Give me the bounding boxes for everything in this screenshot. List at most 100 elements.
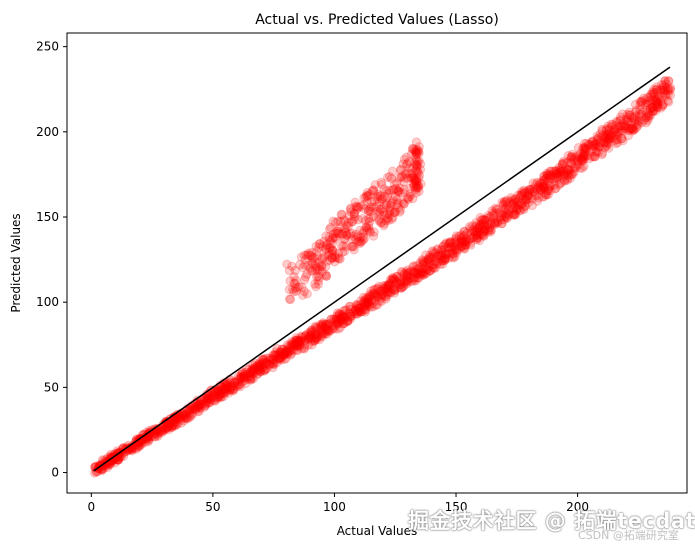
scatter-point	[275, 347, 285, 357]
scatter-point	[207, 392, 218, 403]
scatter-point	[256, 362, 267, 372]
scatter-point	[241, 378, 251, 389]
scatter-point	[390, 285, 400, 295]
scatter-point	[359, 298, 369, 308]
scatter-point	[234, 380, 244, 390]
scatter-point	[317, 319, 328, 329]
scatter-point	[285, 276, 295, 286]
scatter-point	[307, 325, 317, 335]
scatter-point	[143, 435, 154, 445]
scatter-point	[238, 371, 249, 381]
scatter-point	[306, 332, 316, 342]
scatter-point	[579, 142, 590, 152]
scatter-point	[306, 325, 317, 336]
scatter-point	[317, 332, 327, 342]
scatter-point	[214, 390, 225, 400]
scatter-point	[346, 311, 356, 321]
scatter-point	[402, 276, 412, 286]
reference-line	[93, 66, 671, 472]
scatter-point	[282, 347, 292, 357]
scatter-point	[194, 406, 205, 416]
scatter-point	[242, 369, 252, 379]
scatter-point	[269, 350, 279, 360]
scatter-point	[264, 360, 275, 370]
scatter-point	[288, 339, 299, 349]
scatter-point	[255, 367, 266, 377]
scatter-point	[385, 274, 396, 285]
scatter-point	[189, 404, 199, 414]
scatter-point	[334, 310, 344, 321]
scatter-point	[368, 289, 379, 299]
scatter-point	[359, 301, 370, 312]
scatter-point	[255, 366, 266, 376]
y-tick-label: 0	[51, 466, 59, 480]
scatter-point	[294, 336, 304, 347]
scatter-point	[291, 335, 301, 345]
scatter-point	[352, 309, 362, 319]
scatter-point	[214, 391, 225, 401]
scatter-point	[344, 308, 355, 318]
scatter-point	[290, 338, 301, 348]
scatter-point	[383, 289, 393, 300]
scatter-point	[345, 311, 356, 322]
scatter-point	[363, 294, 373, 304]
scatter-point	[200, 400, 211, 410]
scatter-point	[293, 340, 303, 350]
scatter-point	[321, 319, 331, 329]
scatter-point	[358, 292, 369, 302]
scatter-point	[367, 299, 377, 309]
scatter-point	[359, 304, 369, 314]
scatter-point	[281, 353, 291, 364]
scatter-point	[354, 300, 364, 311]
scatter-point	[169, 418, 180, 428]
scatter-point	[245, 367, 256, 377]
scatter-point	[165, 422, 175, 432]
scatter-point	[381, 294, 391, 304]
scatter-point	[275, 352, 285, 363]
scatter-point	[363, 298, 373, 308]
scatter-point	[402, 270, 412, 281]
scatter-point	[172, 419, 183, 429]
scatter-point	[172, 420, 182, 430]
scatter-point	[185, 410, 195, 420]
scatter-point	[375, 286, 385, 296]
scatter-point	[305, 329, 315, 339]
scatter-point	[354, 307, 364, 317]
scatter-point	[303, 334, 313, 344]
scatter-point	[254, 361, 264, 371]
scatter-point	[328, 314, 338, 325]
scatter-point	[291, 333, 302, 343]
scatter-point	[221, 380, 232, 390]
scatter-point	[329, 317, 339, 327]
scatter-point	[315, 320, 325, 330]
scatter-point	[306, 329, 316, 339]
scatter-point	[360, 305, 370, 315]
scatter-point	[195, 399, 206, 410]
scatter-point	[653, 98, 663, 109]
scatter-point	[261, 357, 272, 368]
scatter-point	[220, 379, 231, 389]
scatter-point	[396, 279, 406, 289]
scatter-point	[373, 292, 383, 302]
scatter-point	[360, 305, 371, 315]
scatter-point	[373, 291, 383, 301]
scatter-point	[396, 283, 406, 293]
scatter-point	[209, 386, 220, 397]
scatter-point	[401, 272, 411, 282]
scatter-point	[395, 275, 405, 286]
scatter-point	[354, 304, 364, 314]
scatter-point	[140, 437, 151, 447]
scatter-point	[383, 281, 394, 291]
scatter-point	[226, 383, 236, 393]
scatter-point	[109, 449, 120, 460]
scatter-point	[252, 361, 262, 371]
scatter-point	[193, 400, 203, 411]
scatter-point	[392, 277, 402, 288]
scatter-point	[319, 328, 329, 339]
scatter-point	[396, 266, 407, 277]
scatter-point	[153, 431, 163, 441]
scatter-point	[380, 284, 390, 294]
scatter-point	[311, 329, 321, 340]
scatter-point	[363, 298, 373, 308]
scatter-point	[357, 306, 367, 317]
